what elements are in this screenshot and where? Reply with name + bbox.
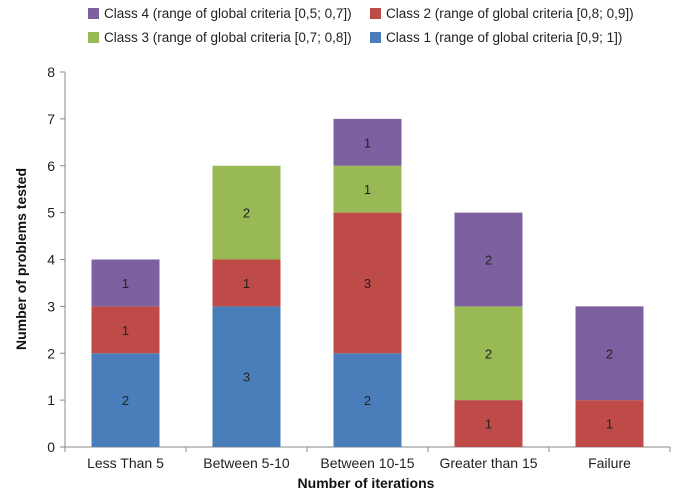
data-label: 3 (243, 370, 250, 385)
bars (91, 118, 644, 447)
bar-segment (212, 306, 281, 447)
data-label: 1 (122, 323, 129, 338)
legend-label: Class 4 (range of global criteria [0,5; … (104, 6, 352, 21)
bar-segment (333, 165, 402, 213)
data-label: 1 (485, 417, 492, 432)
bar-segment (333, 118, 402, 166)
data-label: 1 (364, 135, 371, 150)
data-label: 2 (364, 393, 371, 408)
y-axis-title: Number of problems tested (13, 168, 29, 350)
legend-swatch (370, 8, 381, 19)
data-label: 2 (485, 346, 492, 361)
y-tick-label: 8 (47, 64, 55, 80)
data-label: 1 (364, 182, 371, 197)
legend-label: Class 3 (range of global criteria [0,7; … (104, 30, 352, 45)
y-tick-label: 1 (47, 392, 55, 408)
bar-segment (454, 212, 523, 307)
x-tick-label: Greater than 15 (439, 455, 537, 471)
bar-segment (333, 212, 402, 354)
y-tick-label: 4 (47, 252, 55, 268)
data-label: 2 (485, 253, 492, 268)
y-tick-label: 2 (47, 345, 55, 361)
bar-segment (91, 306, 160, 354)
x-tick-label: Between 10-15 (320, 455, 414, 471)
data-label: 1 (606, 417, 613, 432)
data-label: 3 (364, 276, 371, 291)
bar-segment (575, 400, 644, 447)
legend-swatch (88, 8, 99, 19)
legend-item: Class 3 (range of global criteria [0,7; … (88, 30, 352, 45)
x-tick-label: Less Than 5 (87, 455, 164, 471)
bar-segment (454, 400, 523, 447)
bar-segment (575, 306, 644, 401)
data-label: 2 (606, 346, 613, 361)
legend-swatch (370, 32, 381, 43)
y-tick-label: 6 (47, 158, 55, 174)
legend-item: Class 1 (range of global criteria [0,9; … (370, 30, 622, 45)
bar-segment (333, 353, 402, 447)
x-axis-title: Number of iterations (298, 475, 435, 491)
bar-segment (454, 306, 523, 401)
data-label: 2 (243, 206, 250, 221)
bar-segment (91, 259, 160, 307)
legend-item: Class 2 (range of global criteria [0,8; … (370, 6, 634, 21)
bar-segment (212, 165, 281, 260)
data-labels: 2 1 1 3 1 2 2 3 1 1 1 2 2 1 2 (122, 135, 613, 431)
y-tick-label: 7 (47, 111, 55, 127)
bar-segment (91, 353, 160, 447)
data-label: 2 (122, 393, 129, 408)
legend-item: Class 4 (range of global criteria [0,5; … (88, 6, 352, 21)
data-label: 1 (243, 276, 250, 291)
bar-segment (212, 259, 281, 307)
y-tick-label: 3 (47, 298, 55, 314)
legend-swatch (88, 32, 99, 43)
axes: 0 1 2 3 4 5 6 7 8 Less Than 5 Between 5-10 Between … (47, 64, 671, 471)
y-tick-label: 0 (47, 439, 55, 455)
x-tick-label: Failure (588, 455, 631, 471)
legend-label: Class 1 (range of global criteria [0,9; … (386, 30, 623, 45)
data-label: 1 (122, 276, 129, 291)
y-tick-label: 5 (47, 205, 55, 221)
x-tick-label: Between 5-10 (203, 455, 290, 471)
legend-label: Class 2 (range of global criteria [0,8; … (386, 6, 634, 21)
